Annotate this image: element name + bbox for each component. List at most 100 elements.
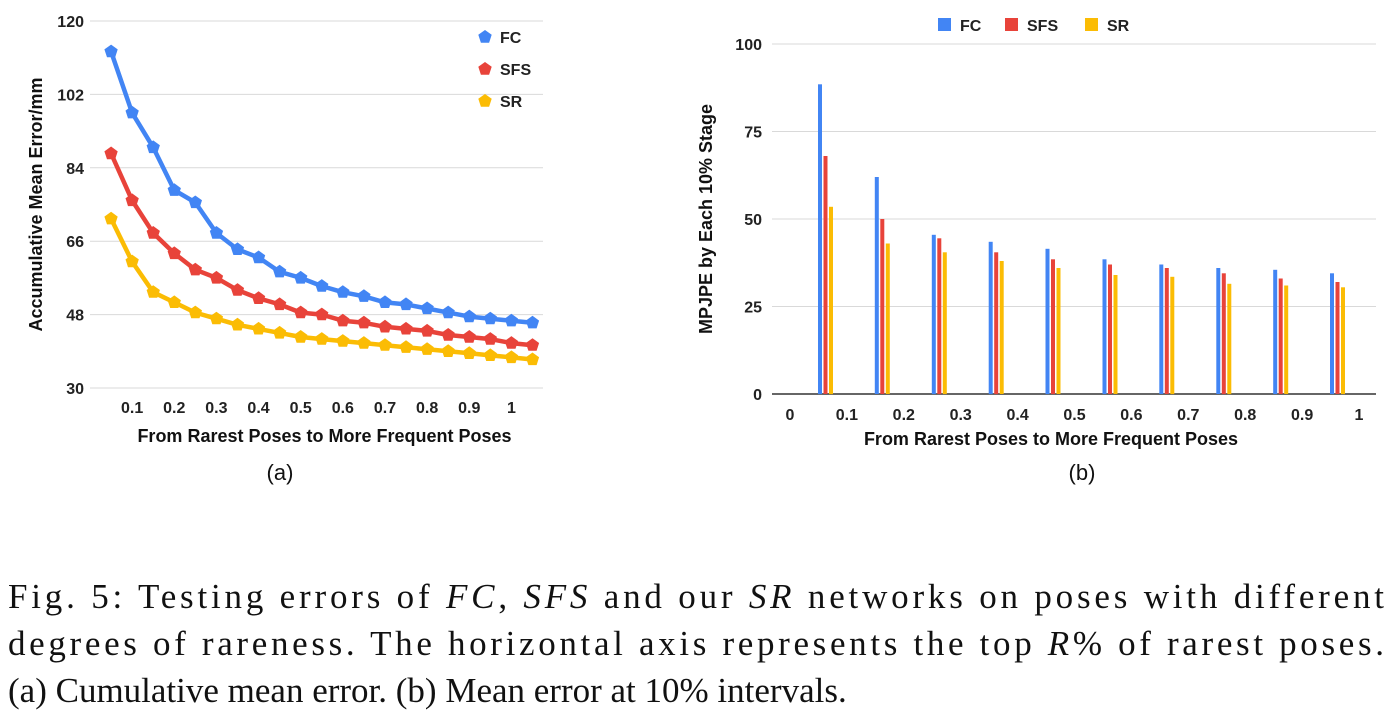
bar-sfs	[1164, 268, 1169, 394]
data-point-sfs	[125, 193, 139, 207]
data-point-fc	[146, 140, 160, 154]
x-tick-label-a: 0.1	[121, 400, 143, 417]
bar-sr	[1113, 275, 1118, 394]
panel-label-b: (b)	[1069, 460, 1096, 485]
data-point-sr	[336, 334, 350, 347]
legend-label-b-sr: SR	[1107, 18, 1130, 35]
y-tick-label-b: 25	[744, 300, 762, 317]
data-point-sr	[378, 338, 392, 351]
x-tick-label-b: 0	[786, 407, 795, 424]
bar-sr	[885, 243, 890, 394]
x-tick-label-b: 0.4	[1006, 407, 1028, 424]
bar-sfs	[823, 156, 828, 394]
x-tick-label-b: 0.9	[1291, 407, 1313, 424]
data-point-sr	[315, 332, 329, 345]
data-point-sfs	[462, 330, 476, 343]
caption-line-1: Fig. 5: Testing errors of FC, SFS and ou…	[8, 577, 1384, 616]
x-tick-label-b: 1	[1355, 407, 1364, 424]
figure-caption: Fig. 5: Testing errors of FC, SFS and ou…	[8, 577, 1384, 710]
x-tick-label-b: 0.8	[1234, 407, 1256, 424]
y-tick-label-b: 100	[735, 37, 762, 54]
data-point-sr	[104, 211, 118, 225]
data-point-sfs	[483, 332, 497, 345]
data-point-sr	[357, 336, 371, 349]
caption-text: % of rarest poses.	[1073, 624, 1384, 663]
data-point-fc	[209, 226, 224, 239]
caption-emphasis: SFS	[523, 577, 587, 616]
data-point-sfs	[504, 336, 519, 349]
bar-fc	[1045, 248, 1050, 395]
bar-chart-mpjpe-stage: 0 25 50 75 100 0 0.1 0.2 0.3 0.4 0.5 0.6 0.7 0.8 0.9 1 F…	[696, 18, 1376, 449]
data-point-sr	[420, 342, 434, 355]
bar-sfs	[937, 238, 942, 395]
data-point-sfs	[251, 291, 266, 304]
data-point-fc	[483, 311, 497, 325]
x-tick-label-a: 0.8	[416, 400, 438, 417]
data-point-fc	[336, 285, 350, 298]
data-point-sr	[146, 285, 160, 298]
data-point-fc	[504, 313, 519, 327]
data-point-fc	[462, 309, 476, 323]
y-tick-label-a: 84	[66, 161, 84, 178]
data-point-sr	[462, 346, 476, 359]
y-tick-label-a: 102	[57, 87, 84, 104]
x-axis-title-a: From Rarest Poses to More Frequent Poses	[137, 426, 511, 446]
data-point-sr	[483, 348, 497, 361]
data-point-sr	[125, 254, 139, 268]
legend-marker-a-sfs	[478, 62, 492, 75]
caption-emphasis: FC	[445, 577, 495, 616]
x-tick-label-b: 0.2	[893, 407, 915, 424]
bar-fc	[1330, 273, 1334, 395]
data-point-fc	[399, 297, 413, 311]
y-axis-title-a: Accumulative Mean Error/mm	[26, 77, 46, 331]
data-point-fc	[273, 264, 287, 278]
bar-sr	[1170, 276, 1175, 395]
bar-fc	[1102, 259, 1107, 395]
legend-marker-b-sr	[1085, 18, 1098, 31]
y-tick-label-b: 75	[744, 125, 762, 142]
caption-line-2: degrees of rareness. The horizontal axis…	[8, 624, 1384, 663]
data-point-sfs	[104, 146, 118, 160]
x-tick-label-a: 0.2	[163, 400, 185, 417]
caption-text: and our	[591, 577, 745, 616]
legend-label-b-fc: FC	[960, 18, 982, 35]
x-tick-label-b: 0.1	[836, 407, 858, 424]
data-point-fc	[251, 250, 266, 264]
data-point-sfs	[399, 321, 413, 335]
x-tick-label-b: 0.3	[950, 407, 972, 424]
legend-marker-a-sr	[478, 94, 492, 107]
legend-label-b-sfs: SFS	[1027, 18, 1058, 35]
data-point-fc	[104, 44, 118, 58]
bar-sr	[942, 252, 947, 395]
x-tick-label-a: 0.4	[247, 400, 269, 417]
x-axis-title-b: From Rarest Poses to More Frequent Poses	[864, 429, 1238, 449]
bar-sfs	[1278, 278, 1283, 394]
caption-emphasis: R	[1047, 624, 1069, 663]
data-point-sfs	[146, 226, 160, 239]
data-point-sfs	[336, 313, 350, 327]
data-point-sr	[399, 340, 413, 353]
data-point-sfs	[167, 246, 181, 260]
caption-emphasis: SR	[749, 577, 792, 616]
legend-label-a-sr: SR	[500, 94, 523, 111]
legend-marker-b-sfs	[1005, 18, 1018, 31]
data-point-fc	[188, 195, 202, 209]
data-point-fc	[420, 301, 434, 315]
data-point-sfs	[188, 262, 202, 276]
data-point-fc	[441, 305, 455, 319]
legend-label-a-sfs: SFS	[500, 62, 531, 79]
data-point-sfs	[525, 338, 540, 351]
caption-text: degrees of rareness. The horizontal axis…	[8, 624, 1044, 663]
data-point-sr	[209, 311, 224, 325]
line-chart-accumulative-error: 30 48 66 84 102 120 0.1 0.2 0.3 0.4 0.5 0.6 0.7 0.8 0.…	[26, 14, 543, 446]
bar-sfs	[994, 252, 999, 395]
legend-marker-b-fc	[938, 18, 951, 31]
y-tick-label-b: 0	[753, 387, 762, 404]
bar-sfs	[880, 219, 885, 394]
data-point-sfs	[378, 319, 392, 333]
data-point-sr	[525, 352, 540, 366]
data-point-sr	[188, 305, 202, 319]
bar-sfs	[1221, 273, 1226, 395]
data-point-fc	[315, 279, 329, 292]
